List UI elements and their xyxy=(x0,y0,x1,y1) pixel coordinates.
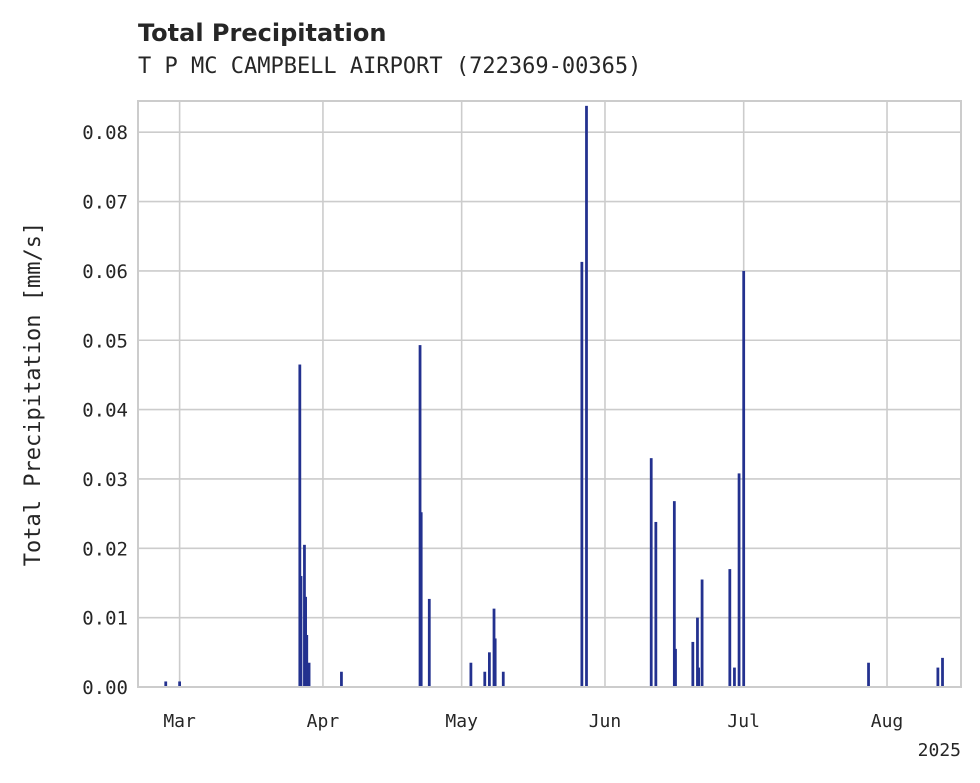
x-tick-labels: Mar Apr May Jun Jul Aug xyxy=(163,711,903,732)
x-offset-label: 2025 xyxy=(918,740,961,761)
y-tick-label: 0.08 xyxy=(82,122,128,144)
precip-bar xyxy=(674,648,677,687)
y-axis-label: Total Precipitation [mm/s] xyxy=(21,222,46,566)
precip-bar xyxy=(178,681,181,687)
precip-bar xyxy=(580,261,584,687)
y-tick-label: 0.03 xyxy=(82,469,128,491)
precip-bar xyxy=(728,569,732,687)
x-tick-label: Apr xyxy=(307,711,340,732)
precip-bar xyxy=(340,671,343,687)
x-tick-label: Mar xyxy=(163,711,196,732)
precip-bar xyxy=(493,638,497,687)
precip-bar xyxy=(427,598,431,687)
precip-bar xyxy=(654,521,658,687)
precip-bar xyxy=(936,667,940,687)
precip-bar xyxy=(941,657,944,687)
precip-bar xyxy=(733,667,736,687)
y-tick-label: 0.05 xyxy=(82,330,128,352)
y-tick-label: 0.01 xyxy=(82,608,128,630)
grid-lines xyxy=(138,101,961,687)
precip-bar xyxy=(697,667,700,687)
plot-frame xyxy=(137,100,962,688)
precip-bar xyxy=(672,501,676,687)
precip-bar xyxy=(696,617,699,687)
precip-bar xyxy=(585,105,588,688)
precip-bar xyxy=(483,671,487,687)
precip-bar xyxy=(164,681,168,687)
x-tick-label: Jul xyxy=(727,711,760,732)
precip-bar xyxy=(469,662,473,687)
precip-bar xyxy=(649,458,653,687)
bar-series xyxy=(164,105,944,688)
precip-bar xyxy=(742,270,746,687)
precip-bar xyxy=(700,579,704,687)
precip-bar xyxy=(299,576,303,687)
x-tick-label: Jun xyxy=(589,711,622,732)
precip-bar xyxy=(307,662,311,687)
y-tick-label: 0.00 xyxy=(82,677,128,699)
chart-subtitle: T P MC CAMPBELL AIRPORT (722369-00365) xyxy=(138,54,641,79)
y-tick-label: 0.04 xyxy=(82,400,128,422)
precip-bar xyxy=(419,512,423,687)
y-tick-label: 0.07 xyxy=(82,192,128,214)
x-tick-label: May xyxy=(445,711,478,732)
x-tick-label: Aug xyxy=(871,711,904,732)
y-tick-label: 0.06 xyxy=(82,261,128,283)
chart-title: Total Precipitation xyxy=(138,19,386,47)
precip-bar xyxy=(298,364,302,687)
precip-bar xyxy=(691,641,695,687)
precip-bar xyxy=(305,634,309,687)
precip-bar xyxy=(488,652,491,687)
precip-bar xyxy=(501,671,505,687)
precip-bar xyxy=(867,662,870,687)
precip-bar xyxy=(737,473,741,687)
y-tick-labels: 0.00 0.01 0.02 0.03 0.04 0.05 0.06 0.07 0.08 xyxy=(82,122,128,699)
y-tick-label: 0.02 xyxy=(82,538,128,560)
